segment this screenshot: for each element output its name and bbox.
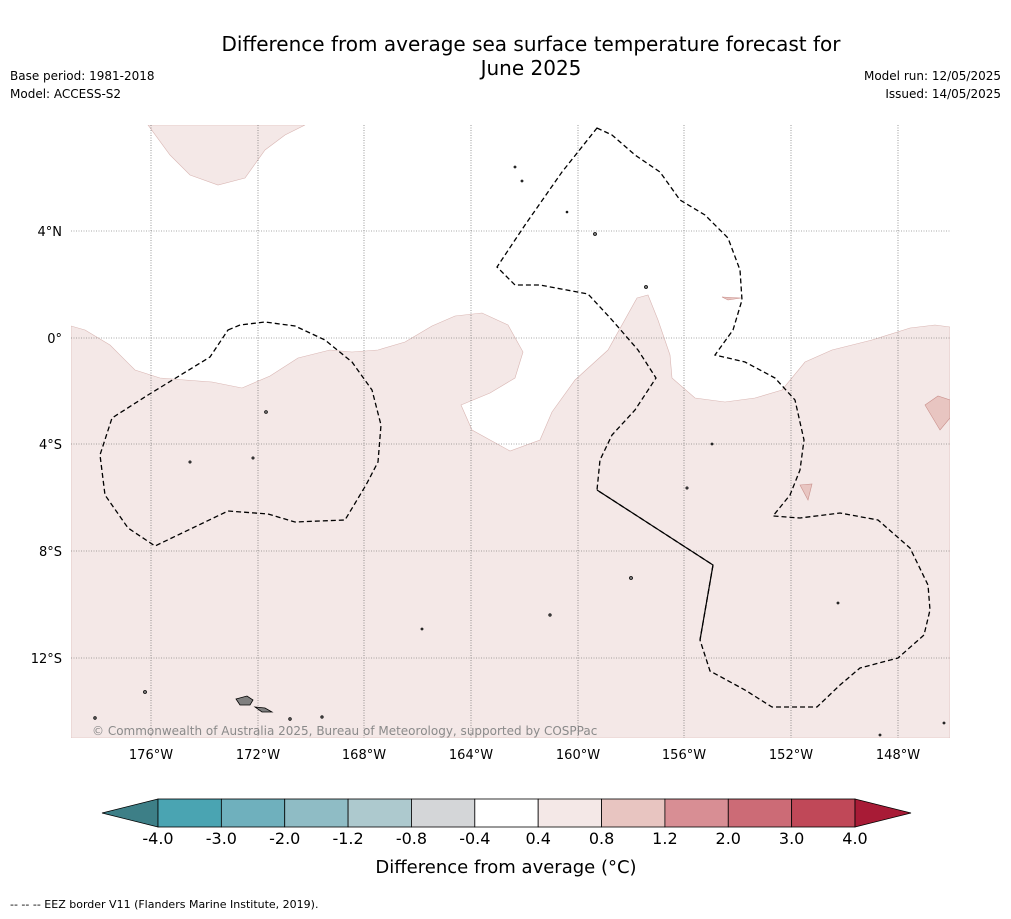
colorbar: -4.0 -3.0 -2.0 -1.2 -0.8 -0.4 0.4 0.8 1.2 2.0 3.0 4… [101,798,912,878]
island-b [93,716,97,720]
colorbar-bin [411,798,476,828]
eez-borders [99,127,931,708]
map-frame: © Commonwealth of Australia 2025, Bureau… [71,125,950,738]
lat-label-0: 0° [47,332,62,347]
anomaly-region-north [147,125,306,186]
island-g [251,456,255,460]
title-line-2: June 2025 [480,56,582,80]
colorbar-tick-label: 1.2 [652,829,677,848]
colorbar-bin [727,798,793,828]
colorbar-label: Difference from average (°C) [375,857,636,878]
island-e [264,410,268,414]
islands [93,165,946,737]
copyright-notice: © Commonwealth of Australia 2025, Bureau… [92,724,597,738]
eez-kiribati-phoenix [99,321,382,547]
lon-label-176w: 176°W [129,748,173,763]
map-title: Difference from average sea surface temp… [0,32,1011,80]
model-info: Base period: 1981-2018 Model: ACCESS-S2 [10,67,155,103]
colorbar-tick-label: -2.0 [269,829,300,848]
colorbar-bin [537,798,602,828]
anomaly-region-main [71,294,950,738]
colorbar-tick-label: -0.8 [396,829,427,848]
island-f [188,460,192,464]
lon-label-148w: 148°W [876,748,920,763]
lon-label-172w: 172°W [236,748,280,763]
colorbar-tick-label: -4.0 [142,829,173,848]
island-i [644,285,648,289]
island-q [420,627,424,631]
island-a [143,690,147,694]
lon-label-168w: 168°W [342,748,386,763]
colorbar-ticks: -4.0 -3.0 -2.0 -1.2 -0.8 -0.4 0.4 0.8 1.2 2.0 3.0 4… [142,829,867,848]
colorbar-bin [157,798,222,828]
island-n [513,165,517,169]
base-period: Base period: 1981-2018 [10,69,155,83]
warm-island-flag [721,296,742,301]
colorbar-over-arrow [854,798,912,828]
warm-patch-east [924,395,950,431]
lon-label-152w: 152°W [769,748,813,763]
lat-label-12s: 12°S [31,652,62,667]
lon-label-160w: 160°W [556,748,600,763]
island-k [548,613,552,617]
island-r [836,601,840,605]
graticule [71,125,950,738]
model-run: Model run: 12/05/2025 [863,69,1001,83]
colorbar-tick-label: 4.0 [842,829,867,848]
lat-labels: 4°N 0° 4°S 8°S 12°S [31,225,62,667]
island-l [685,486,689,490]
island-h [593,232,597,236]
lat-label-4s: 4°S [39,438,62,453]
island-o [520,179,524,183]
issued-date: Issued: 14/05/2025 [885,87,1001,101]
colorbar-bin [791,798,856,828]
colorbar-bins [157,798,856,828]
colorbar-bin [284,798,349,828]
colorbar-tick-label: -3.0 [206,829,237,848]
eez-solid-segment [596,489,714,641]
title-line-1: Difference from average sea surface temp… [221,32,841,56]
colorbar-bin [601,798,666,828]
island-p [565,210,569,214]
model-name: Model: ACCESS-S2 [10,87,122,101]
island-samoa-savaii [235,695,254,706]
island-s [878,733,882,737]
island-samoa-upolu [253,706,274,713]
lat-label-8s: 8°S [39,545,62,560]
colorbar-under-arrow [101,798,159,828]
lon-labels: 176°W 172°W 168°W 164°W 160°W 156°W 152°… [129,748,920,763]
colorbar-tick-label: 0.8 [589,829,614,848]
colorbar-bin [347,798,412,828]
island-m [710,442,714,446]
warm-patch-small [799,483,813,501]
colorbar-bin [664,798,729,828]
lat-label-4n: 4°N [38,225,63,240]
run-info: Model run: 12/05/2025 Issued: 14/05/2025 [864,67,1001,103]
colorbar-tick-label: 3.0 [779,829,804,848]
colorbar-tick-label: -0.4 [459,829,490,848]
lon-label-164w: 164°W [449,748,493,763]
eez-legend: -- -- -- EEZ border V11 (Flanders Marine… [10,898,319,911]
island-d [320,715,324,719]
island-c [288,717,292,721]
colorbar-tick-label: 0.4 [525,829,550,848]
colorbar-bin [220,798,286,828]
colorbar-tick-label: 2.0 [716,829,741,848]
eez-kiribati-line [496,127,931,708]
lon-label-156w: 156°W [662,748,706,763]
island-j [629,576,633,580]
island-t [942,721,946,725]
colorbar-tick-label: -1.2 [332,829,363,848]
colorbar-bin [474,798,539,828]
